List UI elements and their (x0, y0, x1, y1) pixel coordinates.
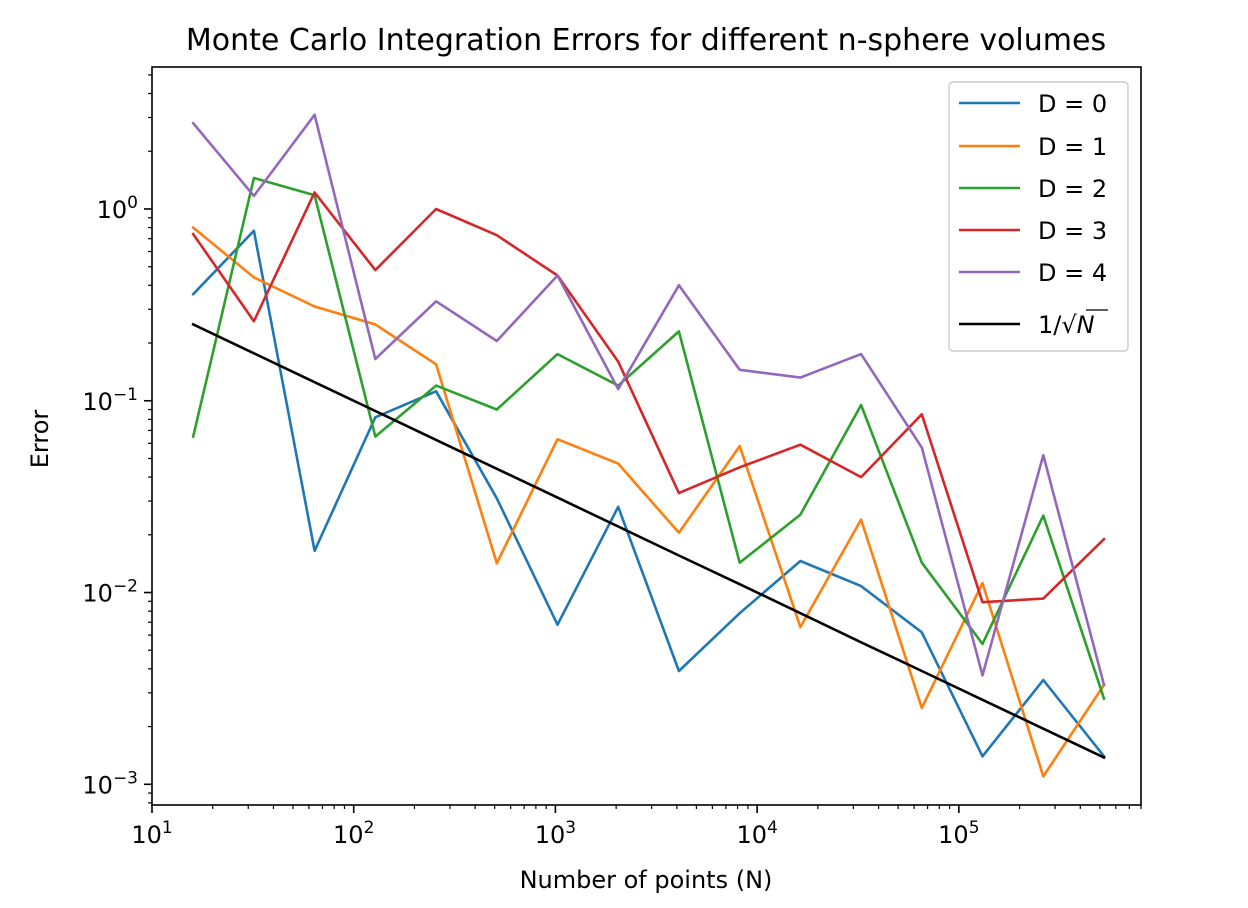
legend-label: 1/√N (1038, 311, 1095, 339)
legend-label: D = 4 (1038, 259, 1107, 287)
y-axis-label: Error (26, 410, 54, 469)
legend: D = 0 D = 1 D = 2 D = 3 D = 4 1/√N (948, 81, 1129, 352)
y-tick-label: 10−3 (82, 768, 138, 799)
y-tick-label: 10−2 (82, 577, 138, 608)
series-line-d-2 (191, 176, 1106, 701)
legend-label: D = 1 (1038, 133, 1107, 161)
legend-label: D = 3 (1038, 217, 1107, 245)
series-lines (191, 113, 1106, 778)
x-tick-label: 104 (736, 818, 777, 849)
legend-label: D = 0 (1038, 90, 1107, 118)
x-tick-label: 103 (535, 818, 576, 849)
series-line-d-3 (191, 191, 1106, 604)
x-tick-label: 105 (938, 818, 979, 849)
y-tick-label: 100 (97, 193, 138, 224)
x-tick-label: 101 (131, 818, 172, 849)
series-line-1-n (191, 322, 1106, 760)
x-axis-label: Number of points (N) (520, 866, 773, 894)
series-line-d-0 (191, 229, 1106, 759)
x-tick-label: 102 (333, 818, 374, 849)
legend-label: D = 2 (1038, 175, 1107, 203)
chart-title: Monte Carlo Integration Errors for diffe… (186, 23, 1106, 58)
series-line-d-4 (191, 113, 1106, 687)
y-tick-label: 10−1 (82, 385, 138, 416)
axis-ticks: 101 102 103 104 105 100 10−1 10−2 10−3 (82, 74, 1142, 849)
legend-box (948, 81, 1129, 352)
plot-frame (151, 66, 1142, 806)
